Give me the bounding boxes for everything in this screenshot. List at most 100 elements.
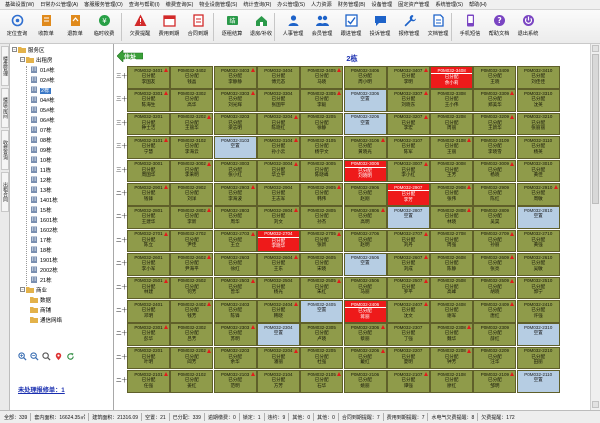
- room-cell[interactable]: P0M032-2503 已分配 曾华: [213, 276, 257, 300]
- room-cell[interactable]: P0M032-2806 已分配 高明: [343, 206, 387, 229]
- room-cell[interactable]: P0M032-3002 已分配 李来明: [170, 159, 214, 183]
- room-cell[interactable]: P0M032-2206 已分配 戴红: [343, 346, 387, 370]
- room-cell[interactable]: P0M032-2601 已分配 李小军: [127, 253, 170, 276]
- menu-item[interactable]: 物业设施管理(S): [199, 2, 238, 8]
- refresh-icon[interactable]: [66, 352, 75, 361]
- room-cell[interactable]: P0M032-3004 已分配 华立平: [256, 159, 300, 183]
- room-cell[interactable]: P0M032-2802 已分配 李新: [170, 206, 214, 229]
- menu-item[interactable]: 财务管理(B): [337, 2, 366, 8]
- room-cell[interactable]: P0M032-2208 已分配 钟芳: [430, 346, 474, 370]
- room-cell[interactable]: P0M032-2205 已分配 杜强: [300, 346, 344, 370]
- room-cell[interactable]: P0M032-2707 已分配 刘丹: [386, 229, 430, 253]
- tree-building[interactable]: 09栋: [30, 146, 52, 156]
- menu-item[interactable]: 基础设置(W): [5, 2, 35, 8]
- room-cell[interactable]: P0M032-2408 已分配 谢军: [430, 300, 474, 323]
- room-cell[interactable]: P0M032-3107 已分配 陈军: [386, 136, 430, 159]
- room-cell[interactable]: P0M032-3005 已分配 陈晓峰: [300, 159, 344, 183]
- left-tab[interactable]: 收费查询: [1, 130, 9, 170]
- room-cell[interactable]: P0M032-2803 已分配 周华: [213, 206, 257, 229]
- toolbar-button-exit[interactable]: 退出系统: [513, 12, 543, 43]
- room-cell[interactable]: P0M032-3409 已分配 王晓: [473, 66, 517, 89]
- room-cell[interactable]: P0M032-2506 已分配 马丽: [343, 276, 387, 300]
- room-cell[interactable]: P0M032-2303 已分配 苏明: [213, 323, 257, 346]
- room-cell[interactable]: P0M032-3310 已分配 沈英: [516, 89, 560, 112]
- room-cell[interactable]: P0M032-2908 已分配 张伟: [430, 183, 474, 206]
- tree-building[interactable]: 11栋: [30, 166, 51, 176]
- room-cell[interactable]: P0M032-3001 已分配 周国华: [127, 159, 170, 183]
- tree-group[interactable]: − 商业: [20, 286, 47, 296]
- room-cell[interactable]: P0M032-2203 已分配 余华: [213, 346, 257, 370]
- tree-building[interactable]: 04#栋: [30, 96, 55, 106]
- room-cell[interactable]: P0M032-3006 已分配 刘晓明: [343, 159, 387, 183]
- toolbar-button-temp-fee[interactable]: ¥ 临时收费: [89, 12, 119, 43]
- room-cell[interactable]: P0M032-3401 已分配 李国友: [127, 66, 170, 89]
- room-cell[interactable]: P0M032-2805 已分配 孙杰: [300, 206, 344, 229]
- room-cell[interactable]: P0M032-2507 已分配 罗平: [386, 276, 430, 300]
- tree-group-item[interactable]: 通信网络: [30, 316, 62, 326]
- toolbar-button-receipt[interactable]: 收款单: [31, 12, 61, 43]
- room-cell[interactable]: P0M032-2305 已分配 卢晓: [300, 323, 344, 346]
- room-cell[interactable]: P0M032-2202 已分配 阎芳: [170, 346, 214, 370]
- room-cell[interactable]: P0M032-3208 已分配 周丽: [430, 112, 474, 136]
- room-cell[interactable]: P0M032-3207 已分配 李宏: [386, 112, 430, 136]
- menu-item[interactable]: 设备管理: [371, 2, 393, 8]
- room-cell[interactable]: P0M032-2108 已分配 廖红: [430, 370, 474, 393]
- room-cell[interactable]: P0M032-2410 已分配 许强: [516, 300, 560, 323]
- zoom-in-icon[interactable]: [18, 351, 27, 361]
- room-cell[interactable]: P0M032-2604 已分配 王东: [256, 253, 300, 276]
- room-cell[interactable]: P0M032-3406 已分配 周小明: [343, 66, 387, 89]
- room-cell[interactable]: P0M032-2904 已分配 王志军: [256, 183, 300, 206]
- room-cell[interactable]: P0M032-2602 已分配 尹海平: [170, 253, 214, 276]
- room-cell[interactable]: P0M032-3404 已分配 傅元态: [256, 66, 300, 89]
- room-cell[interactable]: P0M032-3109 已分配 李晓雪: [473, 136, 517, 159]
- unhandled-repairs-link[interactable]: 未处理报修单：1: [18, 387, 65, 394]
- toolbar-button-complaint[interactable]: 投诉管理: [365, 12, 395, 43]
- toolbar-button-arrears[interactable]: 欠费提醒: [125, 12, 155, 43]
- tree-building[interactable]: 10栋: [30, 156, 52, 166]
- room-cell[interactable]: P0M032-2508 已分配 高峰: [430, 276, 474, 300]
- menu-item[interactable]: 办公管理(S): [277, 2, 305, 8]
- zoom-out-icon[interactable]: [30, 351, 39, 361]
- room-cell[interactable]: P0M032-2109 已分配 邹明: [473, 370, 517, 393]
- room-cell[interactable]: P0M032-2902 已分配 刘洋: [170, 183, 214, 206]
- room-cell[interactable]: P0M032-2409 已分配 唐红: [473, 300, 517, 323]
- room-cell[interactable]: P0M032-3309 已分配 郑美华: [473, 89, 517, 112]
- room-cell[interactable]: P0M032-2401 已分配 邓明: [127, 300, 170, 323]
- room-cell[interactable]: P0M032-2306 已分配 蔡丽: [343, 323, 387, 346]
- room-cell[interactable]: P0M032-2510 已分配 郭宁: [516, 276, 560, 300]
- tree-building[interactable]: 12栋: [30, 176, 52, 186]
- toolbar-button-locate[interactable]: 定位查询: [2, 12, 32, 43]
- room-cell[interactable]: P0M032-2809 已分配 吴昊: [473, 206, 517, 229]
- toolbar-button-repair[interactable]: 报修管理: [394, 12, 424, 43]
- tree-building[interactable]: 08栋: [30, 136, 52, 146]
- tree-building[interactable]: 02#栋: [30, 76, 55, 86]
- tree-building[interactable]: 01#栋: [30, 66, 55, 76]
- room-cell[interactable]: P0M032-3008 已分配 王芳: [430, 159, 474, 183]
- toolbar-button-settle[interactable]: 结逐租结算: [217, 12, 247, 43]
- room-cell[interactable]: P0M032-2501 已分配 林建: [127, 276, 170, 300]
- tree-building[interactable]: 06#栋: [30, 116, 55, 126]
- tree-building[interactable]: 1602栋: [30, 226, 58, 236]
- room-cell[interactable]: P0M032-2209 已分配 汪华: [473, 346, 517, 370]
- room-cell[interactable]: P0M032-2903 已分配 李海波: [213, 183, 257, 206]
- tree-building[interactable]: 1401栋: [30, 196, 58, 206]
- menu-item[interactable]: 帮助(H): [468, 2, 487, 8]
- room-cell[interactable]: P0M032-2710 已分配 黄强: [516, 229, 560, 253]
- pin-icon[interactable]: [54, 352, 63, 361]
- room-cell[interactable]: P0M032-2701 已分配 陈立: [127, 229, 170, 253]
- toolbar-button-sms[interactable]: 手机短信: [455, 12, 485, 43]
- room-cell[interactable]: P0M032-2907 已分配 李芳: [386, 183, 430, 206]
- room-cell[interactable]: P0M032-2204 已分配 潘丽: [256, 346, 300, 370]
- room-cell[interactable]: P0M032-2304 空置: [256, 323, 300, 346]
- tree-building[interactable]: 1601栋: [30, 216, 58, 226]
- room-cell[interactable]: P0M032-3205 已分配 徐静: [300, 112, 344, 136]
- room-cell[interactable]: P0M032-3104 已分配 孙小云: [256, 136, 300, 159]
- room-cell[interactable]: P0M032-2105 已分配 石华: [300, 370, 344, 393]
- room-cell[interactable]: P0M032-2607 已分配 刘成: [386, 253, 430, 276]
- scroll-down-arrow-icon[interactable]: [592, 401, 599, 408]
- scroll-up-arrow-icon[interactable]: [592, 45, 599, 52]
- menu-item[interactable]: 查询与帮助(I): [128, 2, 160, 8]
- toolbar-button-docs[interactable]: 文档管理: [423, 12, 453, 43]
- room-cell[interactable]: P0M032-3402 已分配 钱晶: [170, 66, 214, 89]
- room-cell[interactable]: P0M032-2502 已分配 何芳: [170, 276, 214, 300]
